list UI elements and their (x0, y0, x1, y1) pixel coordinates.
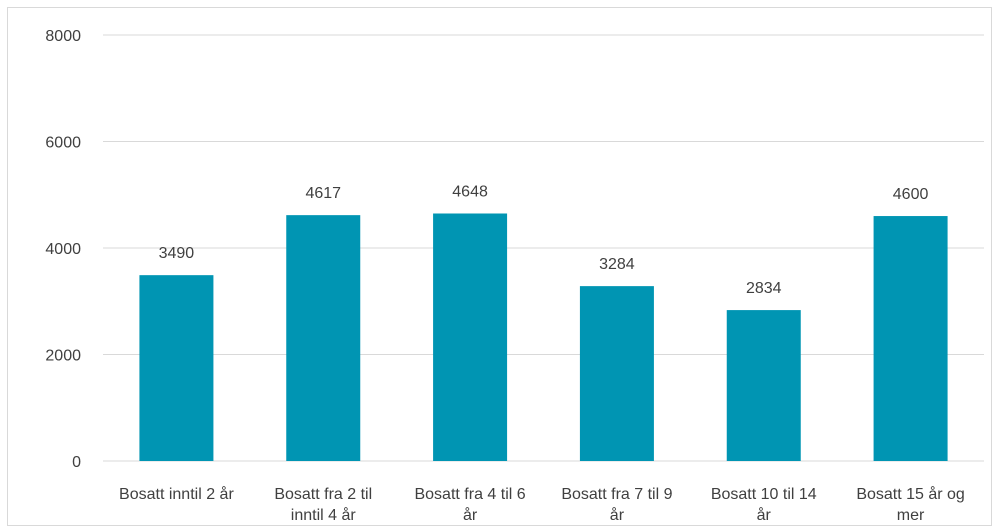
bar-4 (579, 286, 654, 461)
category-label-5-line-1: Bosatt 10 til 14 (711, 486, 817, 503)
category-label-2-line-2: inntil 4 år (291, 506, 357, 524)
bar-6 (873, 216, 948, 461)
bar-5 (726, 310, 801, 461)
bar-3 (433, 213, 508, 461)
data-label-1: 3490 (159, 245, 195, 262)
data-label-6: 4600 (893, 186, 929, 203)
category-label-6-line-2: mer (897, 507, 925, 524)
y-tick-label-4000: 4000 (45, 241, 81, 258)
category-label-1-line-1: Bosatt inntil 2 år (119, 485, 234, 503)
y-tick-label-0: 0 (72, 454, 81, 471)
data-label-5: 2834 (746, 280, 782, 297)
y-tick-label-6000: 6000 (45, 135, 81, 152)
bar-2 (286, 215, 361, 461)
data-label-3: 4648 (452, 183, 488, 200)
category-label-2-line-1: Bosatt fra 2 til (274, 486, 372, 503)
category-label-3-line-2: år (463, 506, 478, 524)
category-label-4-line-1: Bosatt fra 7 til 9 (561, 486, 672, 503)
data-label-2: 4617 (305, 185, 341, 202)
category-label-3-line-1: Bosatt fra 4 til 6 (414, 486, 525, 503)
category-label-4-line-2: år (610, 506, 625, 524)
data-label-4: 3284 (599, 256, 635, 273)
bar-1 (139, 275, 214, 461)
y-tick-label-2000: 2000 (45, 348, 81, 365)
category-label-5-line-2: år (757, 506, 772, 524)
category-label-6-line-1: Bosatt 15 år og (856, 485, 965, 503)
y-tick-label-8000: 8000 (45, 28, 81, 45)
